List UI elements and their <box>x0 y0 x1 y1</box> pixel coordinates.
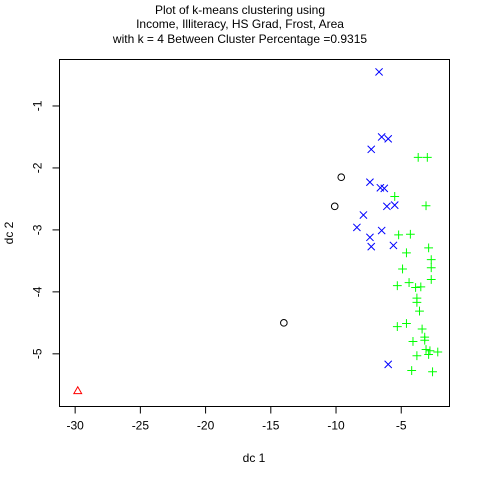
point-plus <box>426 275 436 284</box>
point-plus <box>394 230 404 240</box>
y-tick-label: -2 <box>31 162 45 173</box>
y-axis: -1 -2 -3 -4 -5 <box>31 100 60 359</box>
chart-title-line-1: Plot of k-means clustering using <box>154 3 326 17</box>
x-tick-label: -20 <box>197 419 215 433</box>
point-circle <box>337 173 346 182</box>
point-cross <box>377 133 386 141</box>
x-tick-label: -15 <box>262 419 280 433</box>
point-cross <box>365 178 374 187</box>
point-cross <box>352 223 361 232</box>
y-tick-label: -5 <box>31 348 45 359</box>
point-triangle <box>72 385 83 395</box>
point-plus <box>392 281 402 291</box>
point-plus <box>402 319 411 328</box>
plot-frame <box>59 59 450 407</box>
x-tick-label: -25 <box>132 419 150 433</box>
point-plus <box>411 283 420 292</box>
y-axis-label: dc 2 <box>2 221 16 244</box>
chart-title-line-3: with k = 4 Between Cluster Percentage =0… <box>112 32 368 46</box>
point-plus <box>416 282 426 292</box>
x-tick-label: -10 <box>327 419 345 433</box>
x-axis: -30 -25 -20 -15 -10 -5 <box>66 406 407 433</box>
chart-title-line-2: Income, Illiteracy, HS Grad, Frost, Area <box>136 17 344 31</box>
point-plus <box>398 264 407 274</box>
point-plus <box>408 337 418 346</box>
point-cross <box>377 226 386 235</box>
point-plus <box>428 367 437 377</box>
x-tick-label: -30 <box>66 419 84 433</box>
point-cross <box>380 184 389 193</box>
point-plus <box>412 351 422 361</box>
y-tick-label: -4 <box>31 286 45 297</box>
point-plus <box>412 298 422 307</box>
point-cross <box>390 201 399 210</box>
point-cross <box>365 233 374 242</box>
point-circle <box>280 319 288 327</box>
x-axis-label: dc 1 <box>243 451 266 465</box>
point-cross <box>375 67 384 76</box>
point-plus <box>405 229 415 239</box>
point-plus <box>426 263 436 273</box>
y-tick-label: -1 <box>31 100 45 111</box>
point-cross <box>382 202 391 211</box>
point-circle <box>330 202 339 211</box>
point-plus <box>426 255 436 265</box>
point-cross <box>367 145 376 154</box>
point-plus <box>424 243 434 253</box>
point-plus <box>421 345 431 354</box>
point-plus <box>407 366 417 375</box>
point-plus <box>404 278 414 287</box>
point-plus <box>422 153 432 162</box>
point-plus <box>402 248 411 258</box>
point-cross <box>384 360 393 369</box>
point-plus <box>421 201 431 211</box>
point-plus <box>433 347 443 357</box>
point-plus <box>424 350 434 359</box>
data-points <box>72 67 443 395</box>
point-plus <box>420 335 430 345</box>
point-cross <box>384 134 393 143</box>
point-plus <box>425 346 435 356</box>
point-plus <box>413 153 423 162</box>
point-plus <box>415 306 424 316</box>
point-cross <box>359 211 368 219</box>
y-tick-label: -3 <box>31 224 45 235</box>
point-plus <box>417 324 427 334</box>
point-plus <box>392 322 402 331</box>
x-tick-label: -5 <box>396 419 407 433</box>
point-cross <box>367 242 376 251</box>
point-cross <box>389 241 398 250</box>
point-plus <box>390 192 400 201</box>
